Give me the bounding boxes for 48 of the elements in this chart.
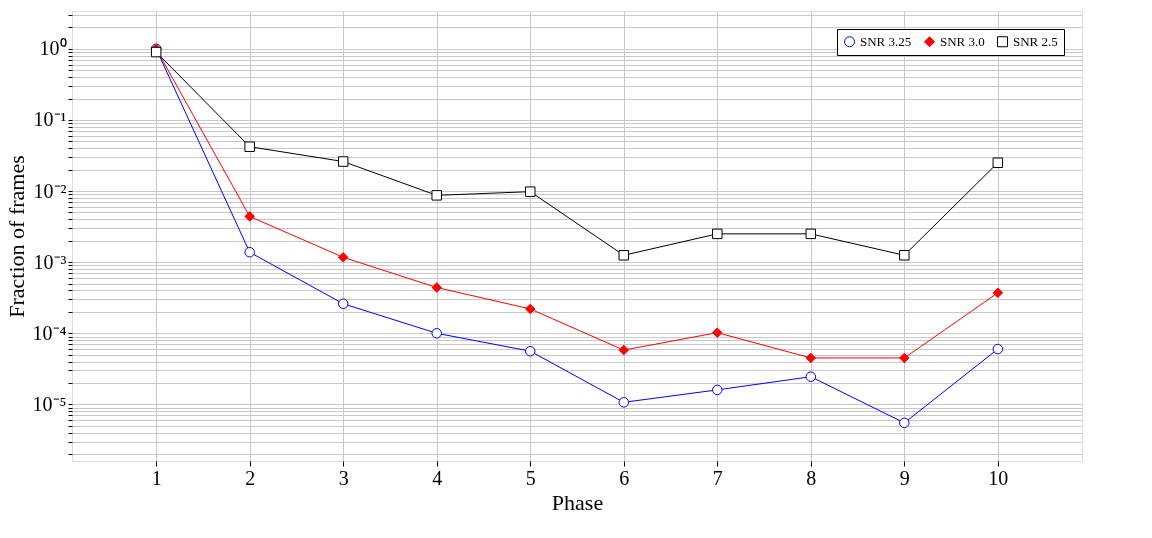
- point: [337, 156, 349, 167]
- point: [618, 397, 629, 408]
- y-axis-title: Fraction of frames: [3, 155, 29, 318]
- y-tick-label: 10⁻⁵: [32, 392, 67, 415]
- point: [805, 352, 817, 364]
- x-tick-label: 1: [151, 466, 162, 489]
- point: [712, 384, 723, 396]
- y-tick-label: 10⁻⁴: [32, 321, 67, 344]
- point: [244, 141, 255, 152]
- point: [431, 328, 442, 339]
- point: [805, 371, 817, 382]
- y-tick-label: 10⁻²: [33, 179, 67, 202]
- point: [992, 287, 1004, 299]
- x-tick-label: 4: [432, 466, 443, 489]
- x-tick-label: 5: [525, 466, 536, 489]
- x-tick-label: 8: [806, 466, 817, 489]
- point: [899, 352, 910, 364]
- point: [992, 343, 1004, 355]
- point: [992, 157, 1004, 168]
- x-tick-label: 7: [712, 466, 723, 489]
- point: [337, 298, 349, 309]
- y-tick-label: 10⁰: [39, 37, 67, 60]
- point: [899, 417, 910, 429]
- point: [805, 228, 817, 240]
- x-tick-label: 3: [338, 466, 349, 489]
- point: [618, 344, 629, 356]
- y-tick-label: 10⁻³: [33, 250, 67, 273]
- point: [337, 252, 349, 263]
- y-tick-label: 10⁻¹: [33, 108, 67, 131]
- x-axis-title: Phase: [551, 489, 604, 515]
- legend-label: SNR 2.5: [1013, 33, 1058, 49]
- point: [431, 282, 442, 293]
- point: [525, 345, 536, 357]
- x-tick-label: 9: [899, 466, 910, 489]
- point: [244, 246, 255, 258]
- x-tick-label: 2: [245, 466, 256, 489]
- legend-label: SNR 3.25: [860, 33, 912, 49]
- x-tick-label: 10: [988, 466, 1009, 489]
- point: [525, 186, 536, 197]
- x-tick-label: 6: [619, 466, 630, 489]
- point: [899, 250, 910, 261]
- point: [525, 303, 536, 315]
- point: [244, 211, 255, 222]
- point: [712, 327, 723, 338]
- point: [712, 228, 723, 240]
- legend-label: SNR 3.0: [940, 33, 985, 49]
- point: [618, 250, 629, 261]
- point: [431, 190, 442, 201]
